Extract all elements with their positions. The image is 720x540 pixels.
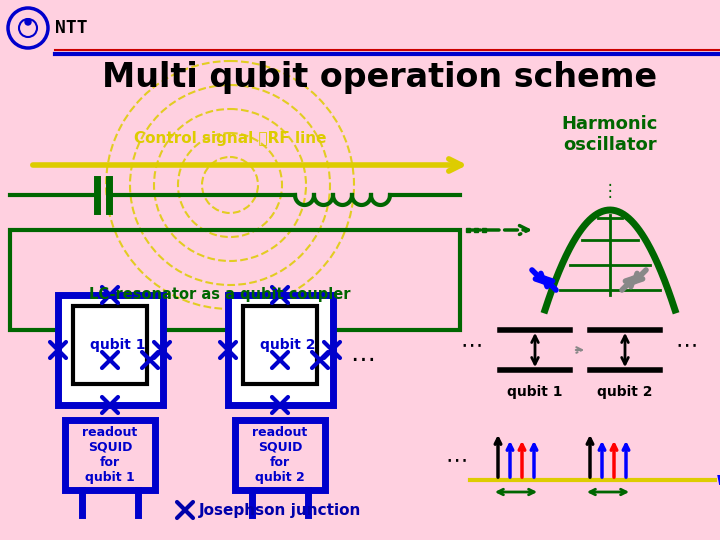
- Text: ⋯: ⋯: [446, 450, 468, 470]
- Text: NTT: NTT: [55, 19, 88, 37]
- Bar: [73, 306, 147, 384]
- Text: Multi qubit operation scheme: Multi qubit operation scheme: [102, 62, 657, 94]
- Bar: [228, 295, 333, 405]
- Text: LC-resonator as a qubit coupler: LC-resonator as a qubit coupler: [89, 287, 351, 302]
- Text: readout
SQUID
for
qubit 2: readout SQUID for qubit 2: [253, 426, 307, 484]
- Text: Josephson junction: Josephson junction: [199, 503, 361, 517]
- Text: qubit 2: qubit 2: [598, 385, 653, 399]
- Text: ⋯: ⋯: [350, 348, 375, 372]
- Bar: [58, 295, 163, 405]
- Text: ν: ν: [716, 471, 720, 489]
- Bar: [65, 420, 155, 490]
- Text: ⋯: ⋯: [675, 335, 697, 355]
- Text: qubit 1: qubit 1: [508, 385, 563, 399]
- Bar: [243, 306, 317, 384]
- Text: Harmonic
oscillator: Harmonic oscillator: [562, 115, 658, 154]
- Bar: [235, 420, 325, 490]
- Text: ⋮: ⋮: [602, 182, 618, 200]
- Text: Control signal ：RF line: Control signal ：RF line: [134, 131, 326, 145]
- Text: readout
SQUID
for
qubit 1: readout SQUID for qubit 1: [82, 426, 138, 484]
- Text: qubit 2: qubit 2: [260, 338, 316, 352]
- Text: ⋯: ⋯: [461, 335, 483, 355]
- Text: qubit 1: qubit 1: [90, 338, 145, 352]
- Bar: [10, 230, 460, 330]
- Circle shape: [25, 19, 31, 25]
